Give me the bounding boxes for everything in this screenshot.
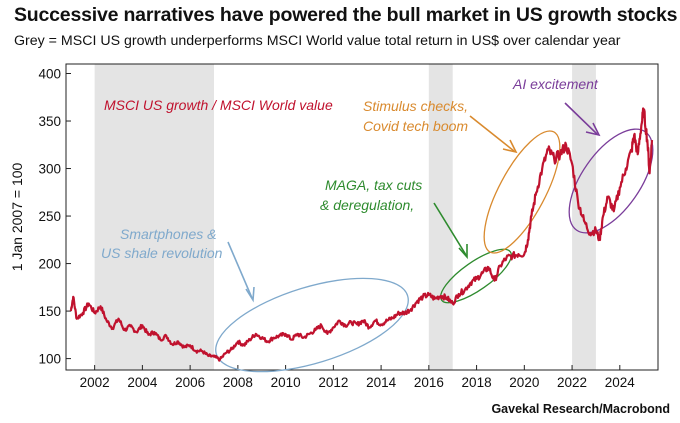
series-line-growth-value-ratio [69,107,654,362]
x-tick-label: 2008 [223,375,253,390]
x-tick-label: 2022 [557,375,587,390]
grey-band-2016-2017 [428,64,453,370]
ellipse-ai-era [568,128,654,234]
ellipse-covid-era [483,130,561,254]
plot-frame [65,63,659,371]
arrow-smartphones [227,241,253,299]
arrow-stimulus [469,115,515,152]
y-tick-label: 400 [38,67,61,82]
x-tick-label: 2012 [318,375,348,390]
x-tick-label: 2002 [80,375,110,390]
y-axis-label: 1 Jan 2007 = 100 [9,162,25,271]
x-tick-label: 2014 [366,375,397,390]
arrow-ai [564,102,598,135]
annotation-stimulus-line1: Stimulus checks, [363,98,468,114]
chart-title: Successive narratives have powered the b… [14,4,678,26]
annotation-smartphones-line2: US shale revolution [101,245,223,261]
y-tick-label: 250 [38,209,61,224]
grey-band-2002-2007 [94,64,214,370]
x-tick-label: 2006 [175,375,205,390]
x-tick-label: 2020 [509,375,539,390]
x-tick-label: 2024 [605,375,636,390]
source-credit: Gavekal Research/Macrobond [491,402,670,416]
annotation-ai: AI excitement [512,76,599,92]
x-tick-label: 2004 [127,375,158,390]
ellipse-maga-era [440,248,512,304]
annotation-arrows [227,102,601,303]
x-tick-label: 2016 [414,375,444,390]
annotation-maga-line2: & deregulation, [320,197,414,213]
y-tick-label: 150 [38,304,61,319]
annotation-stimulus-line2: Covid tech boom [363,118,468,134]
y-tick-label: 350 [38,114,61,129]
annotation-smartphones-line1: Smartphones & [120,226,217,242]
y-tick-label: 100 [38,352,61,367]
arrow-maga [433,202,467,256]
annotation-maga-line1: MAGA, tax cuts [325,177,422,193]
y-tick-label: 200 [38,257,61,272]
ellipse-smartphones-era [215,277,409,373]
series-label: MSCI US growth / MSCI World value [104,97,333,113]
x-tick-label: 2010 [271,375,301,390]
chart-subtitle: Grey = MSCI US growth underperforms MSCI… [14,33,621,49]
y-tick-label: 300 [38,162,61,177]
x-tick-label: 2018 [462,375,492,390]
